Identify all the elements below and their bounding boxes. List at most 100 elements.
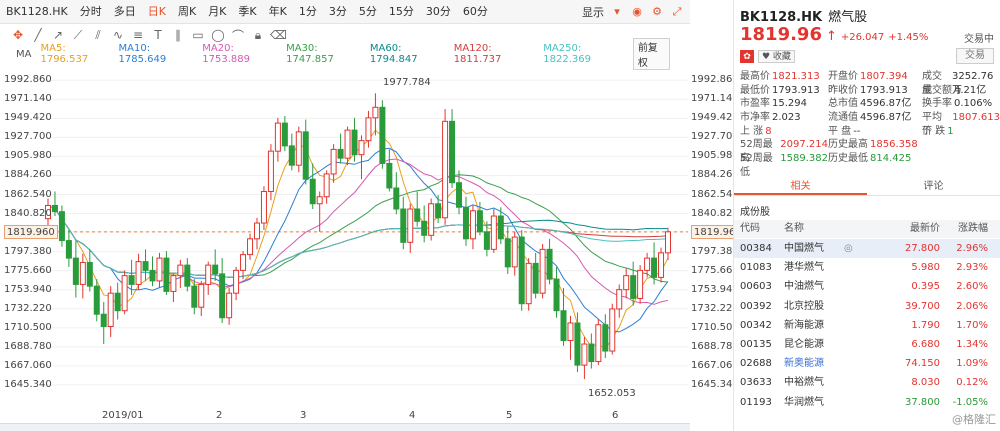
trade-button[interactable]: 交易 [956,48,994,64]
tab-2[interactable]: 多日 [113,4,136,18]
candle-body [351,129,358,156]
stat-cell: 流通值 4596.87亿 [828,111,922,125]
tab-13[interactable]: 60分 [462,4,488,18]
table-row[interactable]: 00342 新海能源 1.790 1.70% [734,316,1000,335]
candle-body [435,203,442,219]
stat-cell: 历史最高 1856.358 [828,138,922,152]
table-row[interactable]: 03633 中裕燃气 8.030 0.12% [734,373,1000,392]
col-price[interactable]: 最新价 [910,223,940,234]
text-tool-icon[interactable]: T [154,28,162,42]
section-title: 成份股 [740,207,770,218]
tab-6[interactable]: 季K [238,4,257,18]
wave-tool-icon[interactable]: ∿ [112,28,124,42]
fullscreen-icon[interactable]: ⤢ [672,4,682,18]
table-row[interactable]: 01193 华润燃气 37.800 -1.05% [734,393,1000,412]
stat-key: 平 盘 [828,125,852,137]
ma-legend-item: MA250: 1822.369 [543,43,591,65]
candle-body [407,208,414,243]
stat-cell: 开盘价 1807.394 [828,70,922,84]
row-price: 1.790 [911,319,940,331]
settings-icon[interactable]: ⚙ [652,5,662,18]
table-row[interactable]: 00384 中国燃气 ◎ 27.800 2.96% [734,239,1000,259]
stat-value: -- [853,125,861,137]
stats-row: 最低价 1793.913 昨收价 1793.913 成交额 4.21亿 [740,84,1000,98]
target-icon [844,335,864,354]
table-row[interactable]: 00135 昆仑能源 6.680 1.34% [734,335,1000,354]
ma-name: MA10 [118,43,147,54]
date-scroll-bar[interactable] [0,423,690,431]
lock-tool-icon[interactable]: 🔒︎ [254,27,262,42]
crosshair-tool-icon[interactable]: ✥ [12,28,24,42]
candle-body [226,292,233,319]
tab-10[interactable]: 5分 [358,4,377,18]
tab-0[interactable]: BK1128.HK [6,4,68,18]
table-row[interactable]: 00392 北京控股 39.700 2.06% [734,297,1000,316]
dropdown-arrow-icon[interactable]: ▾ [614,5,620,18]
current-price-tag: 1819.960 [691,224,745,239]
row-name: 中油燃气 [784,281,824,293]
stat-value: 1807.394 [860,71,908,82]
circle-tool-icon[interactable]: ◯ [211,28,225,42]
tab-8[interactable]: 1分 [298,4,317,18]
tab-11[interactable]: 15分 [388,4,414,18]
parallel-tool-icon[interactable]: ∥ [175,28,181,42]
symbol-name: 燃气股 [828,10,868,25]
tab-1[interactable]: 分时 [79,4,102,18]
tab-comments[interactable]: 评论 [923,181,944,192]
row-change: 0.12% [956,377,988,389]
target-icon[interactable]: ◎ [844,243,853,254]
target-icon [844,354,864,373]
candle-body [609,308,616,352]
display-toggle[interactable]: 显示 [582,5,604,19]
last-price: 1819.96 [740,24,822,45]
table-row[interactable]: 00603 中油燃气 0.395 2.60% [734,277,1000,296]
ray-tool-icon[interactable]: ↗ [52,28,64,42]
stat-key: 昨收价 [828,84,858,96]
col-code[interactable]: 代码 [740,223,760,234]
favorite-button[interactable]: ♥ 收藏 [758,50,795,63]
candle-body [358,140,365,156]
tab-related[interactable]: 相关 [734,178,867,195]
stat-value: 1807.613 [952,112,1000,124]
table-row[interactable]: 02688 新奥能源 74.150 1.09% [734,354,1000,373]
stats-row: 市净率 2.023 流通值 4596.87亿 平均价 1807.613 [740,111,1000,137]
x-axis: 2019/01 2 3 4 5 6 [44,410,684,422]
row-code: 00392 [740,300,772,312]
adjust-mode-button[interactable]: 前复权 [632,38,671,70]
segment-tool-icon[interactable]: ⟋ [73,27,83,42]
ma-value: 1794.847 [369,54,418,65]
fib-tool-icon[interactable]: ≡ [132,28,144,42]
delete-tool-icon[interactable]: ⌫ [270,28,287,42]
row-price: 37.800 [905,396,940,408]
stats-row: 52周最低 1589.382 历史最低 814.425 [740,152,1000,178]
rect-tool-icon[interactable]: ▭ [192,28,204,42]
channel-tool-icon[interactable]: ⫽ [95,27,101,42]
eye-icon[interactable]: ◉ [632,5,642,18]
candle-body [288,145,295,166]
candle-body [421,220,428,236]
candle-body [651,257,658,278]
tab-12[interactable]: 30分 [425,4,451,18]
col-change[interactable]: 涨跌幅 [958,223,988,234]
row-change: 2.96% [956,243,988,254]
candle-body [511,236,518,268]
candle-body [100,313,107,327]
tab-4[interactable]: 周K [177,4,197,18]
col-name[interactable]: 名称 [784,223,804,234]
y-tick-label: 1797.380 [691,245,739,257]
tab-3[interactable]: 日K [147,4,166,18]
tab-7[interactable]: 年K [268,4,287,18]
line-tool-icon[interactable]: ╱ [34,28,42,42]
table-row[interactable]: 01083 港华燃气 5.980 2.93% [734,258,1000,277]
stat-key: 平均价 [922,112,942,137]
tab-9[interactable]: 3分 [328,4,347,18]
period-tab-bar: BK1128.HK 分时 多日 日K 周K 月K 季K 年K 1分 3分 5分 15分 30分 60分 显… [0,0,690,24]
candle-body [316,196,323,205]
tab-5[interactable]: 月K [208,4,227,18]
candle-body [476,210,483,233]
stat-value: 1589.382 [780,153,828,165]
candle-body [337,148,344,159]
candle-body [156,257,163,282]
constituents-header: 代码 名称 最新价 涨跌幅 [734,220,1000,238]
arc-tool-icon[interactable]: ⌒ [231,28,244,43]
